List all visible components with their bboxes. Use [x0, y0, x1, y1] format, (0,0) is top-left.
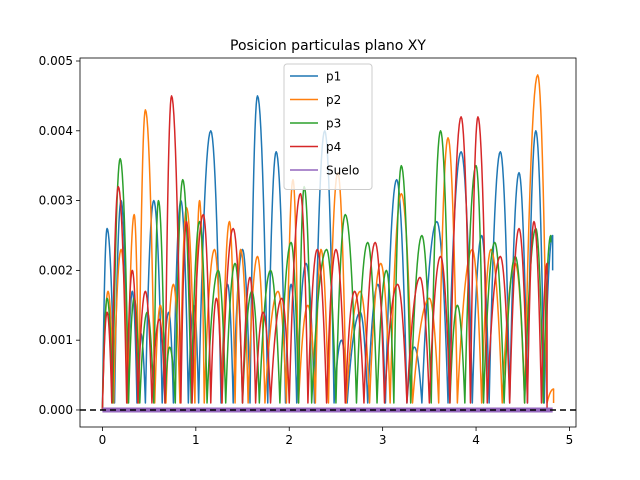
x-axis: 0 1 2 3 4 5 [99, 427, 574, 447]
y-tick-label: 0.001 [39, 333, 73, 347]
legend-label-p1: p1 [326, 70, 341, 84]
x-tick-label: 2 [285, 433, 293, 447]
series-layer [101, 74, 555, 413]
y-tick-label: 0.005 [39, 54, 73, 68]
x-tick-label: 1 [192, 433, 200, 447]
series-line-p2 [101, 74, 555, 410]
x-tick-label: 3 [379, 433, 387, 447]
y-tick-label: 0.003 [39, 194, 73, 208]
y-axis: 0.000 0.001 0.002 0.003 0.004 0.005 [39, 54, 80, 417]
y-tick-label: 0.002 [39, 263, 73, 277]
series-line-p4 [101, 95, 548, 410]
legend-label-p4: p4 [326, 140, 341, 154]
x-tick-label: 5 [566, 433, 574, 447]
x-tick-label: 4 [472, 433, 480, 447]
chart-title: Posicion particulas plano XY [230, 38, 426, 54]
axes-border [79, 57, 577, 428]
legend-label-p2: p2 [326, 93, 341, 107]
series-line-p3 [101, 130, 552, 410]
y-tick-label: 0.004 [39, 124, 73, 138]
x-tick-label: 0 [99, 433, 107, 447]
y-tick-label: 0.000 [39, 403, 73, 417]
legend-label-suelo: Suelo [326, 164, 359, 178]
legend-label-p3: p3 [326, 117, 341, 131]
legend-box [283, 63, 373, 190]
legend: p1 p2 p3 p4 Suelo [283, 63, 373, 190]
